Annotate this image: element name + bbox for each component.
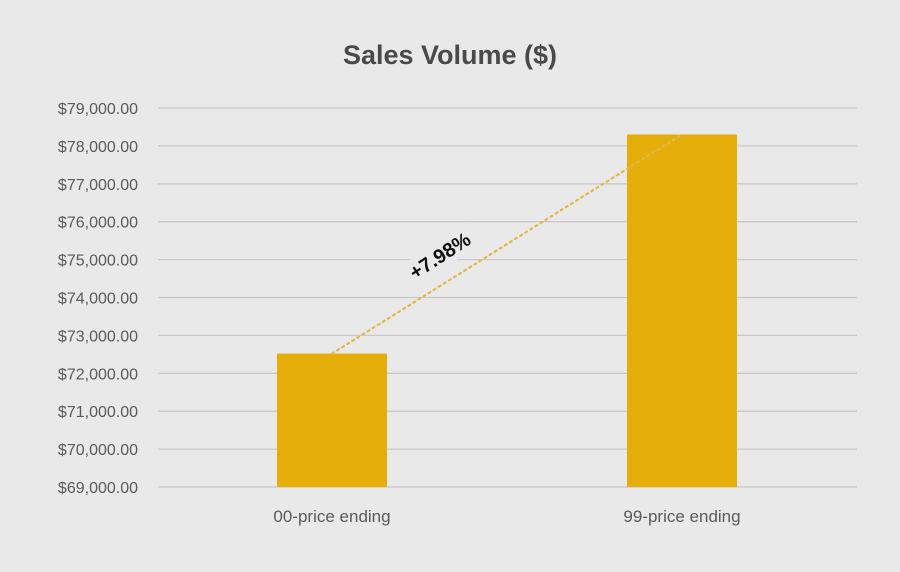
y-tick-label: $73,000.00 xyxy=(58,328,138,345)
trend-line xyxy=(330,133,684,355)
y-tick-label: $76,000.00 xyxy=(58,215,138,232)
x-tick-label: 99-price ending xyxy=(623,507,740,526)
y-tick-label: $77,000.00 xyxy=(58,177,138,194)
y-tick-label: $69,000.00 xyxy=(58,480,138,497)
y-tick-label: $78,000.00 xyxy=(58,139,138,156)
y-tick-label: $75,000.00 xyxy=(58,253,138,270)
y-tick-label: $71,000.00 xyxy=(58,404,138,421)
annotation-label-group: +7.98% xyxy=(397,221,483,290)
annotation-background xyxy=(397,221,483,290)
bar xyxy=(277,353,387,487)
x-tick-label: 00-price ending xyxy=(273,507,390,526)
y-tick-label: $70,000.00 xyxy=(58,442,138,459)
y-tick-label: $79,000.00 xyxy=(58,101,138,118)
y-tick-label: $72,000.00 xyxy=(58,366,138,383)
y-tick-label: $74,000.00 xyxy=(58,291,138,308)
bar xyxy=(627,134,737,487)
chart-title: Sales Volume ($) xyxy=(342,40,558,70)
